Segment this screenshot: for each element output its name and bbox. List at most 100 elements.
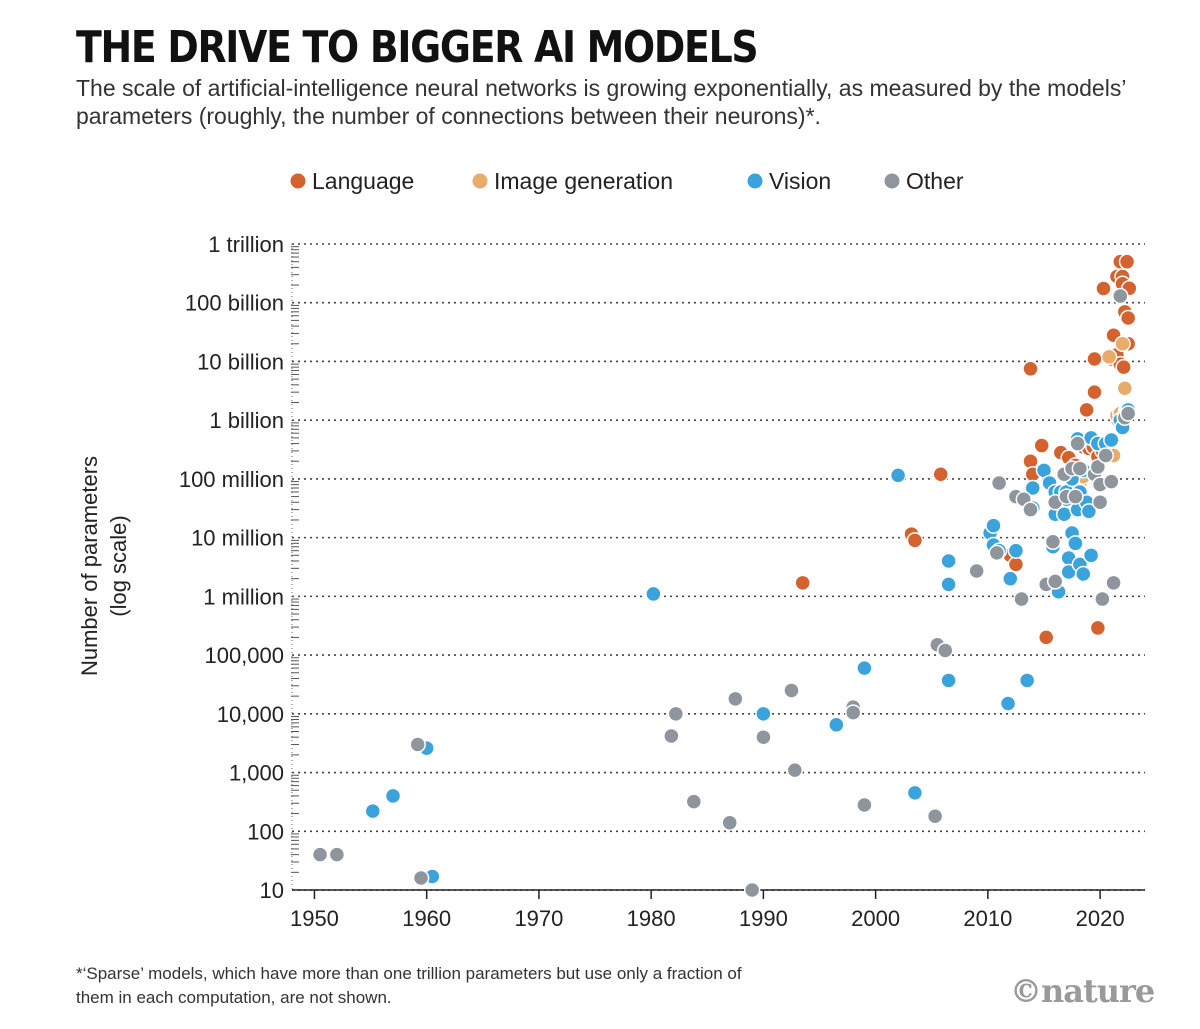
data-points bbox=[311, 253, 1138, 899]
y-tick-label: 1 trillion bbox=[208, 232, 284, 257]
data-point bbox=[1119, 309, 1137, 327]
data-point bbox=[1100, 348, 1118, 366]
data-point bbox=[311, 846, 329, 863]
data-point bbox=[786, 761, 804, 779]
data-point bbox=[1115, 358, 1132, 376]
y-axis-label-line2: (log scale) bbox=[106, 515, 131, 616]
y-axis-label-line1: Number of parameters bbox=[77, 456, 102, 676]
data-point bbox=[1089, 619, 1107, 637]
data-point bbox=[1116, 379, 1134, 397]
data-point bbox=[1082, 547, 1100, 564]
legend-marker bbox=[472, 173, 488, 189]
nature-credit: ©nature bbox=[1010, 972, 1155, 1010]
data-point bbox=[940, 552, 957, 570]
data-point bbox=[755, 728, 772, 746]
data-point bbox=[906, 532, 924, 549]
y-tick-label: 100 billion bbox=[185, 291, 284, 316]
data-point bbox=[743, 881, 761, 899]
data-point bbox=[856, 796, 873, 814]
y-tick-label: 100 million bbox=[179, 467, 284, 492]
data-point bbox=[685, 793, 703, 810]
data-point bbox=[844, 704, 862, 721]
data-point bbox=[889, 467, 907, 484]
data-point bbox=[1118, 253, 1136, 270]
y-tick-label: 1 billion bbox=[209, 408, 284, 433]
y-tick-label: 1,000 bbox=[229, 761, 284, 786]
minor-ticks bbox=[291, 244, 299, 890]
data-point bbox=[1018, 672, 1036, 689]
data-point bbox=[1105, 574, 1122, 592]
x-tick-label: 1980 bbox=[627, 906, 676, 931]
data-point bbox=[985, 517, 1002, 534]
legend-label: Language bbox=[312, 168, 414, 194]
y-tick-label: 10 million bbox=[191, 526, 284, 551]
x-axis: 1950 1960 1970 1980 1990 2000 2010 2020 bbox=[290, 889, 1145, 931]
data-point bbox=[1024, 479, 1042, 497]
x-tick-label: 2020 bbox=[1076, 906, 1125, 931]
y-tick-label: 10 billion bbox=[197, 349, 284, 374]
legend-marker bbox=[747, 173, 763, 189]
x-tick-label: 1990 bbox=[739, 906, 788, 931]
data-point bbox=[1022, 501, 1039, 518]
legend-marker bbox=[290, 173, 306, 189]
data-point bbox=[409, 736, 426, 753]
data-point bbox=[1103, 473, 1120, 490]
data-point bbox=[667, 705, 685, 723]
footnote: *‘Sparse’ models, which have more than o… bbox=[76, 964, 742, 1007]
x-tick-label: 2000 bbox=[851, 906, 900, 931]
data-point bbox=[968, 562, 985, 580]
data-point bbox=[990, 474, 1008, 492]
x-tick-label: 2010 bbox=[963, 906, 1012, 931]
data-point bbox=[1002, 570, 1019, 587]
data-point bbox=[645, 585, 662, 603]
data-point bbox=[1091, 494, 1109, 511]
data-point bbox=[384, 787, 402, 805]
data-point bbox=[1044, 533, 1062, 551]
data-point bbox=[1075, 565, 1092, 583]
x-tick-label: 1950 bbox=[290, 906, 339, 931]
data-point bbox=[1033, 437, 1050, 454]
data-point bbox=[988, 544, 1006, 562]
data-point bbox=[755, 705, 772, 723]
data-point bbox=[999, 695, 1017, 712]
data-point bbox=[1094, 590, 1111, 608]
y-tick-label: 100,000 bbox=[204, 643, 284, 668]
data-point bbox=[794, 574, 811, 592]
data-point bbox=[940, 672, 957, 689]
data-point bbox=[1089, 458, 1107, 476]
y-tick-label: 10 bbox=[260, 878, 284, 903]
data-point bbox=[1022, 360, 1039, 378]
legend-label: Other bbox=[906, 168, 964, 194]
data-point bbox=[856, 659, 873, 677]
data-point bbox=[828, 716, 845, 734]
data-point bbox=[1086, 383, 1103, 401]
data-point bbox=[727, 690, 744, 708]
data-point bbox=[364, 802, 382, 820]
data-point bbox=[1097, 447, 1114, 464]
data-point bbox=[1114, 335, 1131, 353]
legend-marker bbox=[884, 173, 900, 189]
data-point bbox=[1086, 350, 1103, 368]
legend-label: Vision bbox=[769, 168, 831, 194]
data-point bbox=[1119, 405, 1137, 422]
data-point bbox=[1071, 460, 1089, 477]
chart-subtitle: The scale of artificial-intelligence neu… bbox=[76, 75, 1126, 129]
y-tick-label: 10,000 bbox=[217, 702, 284, 727]
data-point bbox=[721, 814, 738, 831]
data-point bbox=[663, 727, 680, 745]
data-point bbox=[906, 784, 924, 802]
data-point bbox=[1067, 535, 1084, 552]
data-point bbox=[783, 682, 800, 699]
data-point bbox=[1080, 503, 1098, 520]
data-point bbox=[936, 642, 954, 659]
data-point bbox=[932, 466, 949, 483]
data-point bbox=[1069, 435, 1086, 452]
x-tick-label: 1960 bbox=[402, 906, 451, 931]
y-axis-ticks: 10 100 1,000 10,000 100,000 1 million 10 milli… bbox=[179, 232, 284, 903]
data-point bbox=[926, 808, 944, 825]
data-point bbox=[1078, 401, 1095, 419]
data-point bbox=[328, 846, 346, 863]
chart-title: THE DRIVE TO BIGGER AI MODELS bbox=[76, 22, 759, 73]
data-point bbox=[940, 576, 957, 593]
